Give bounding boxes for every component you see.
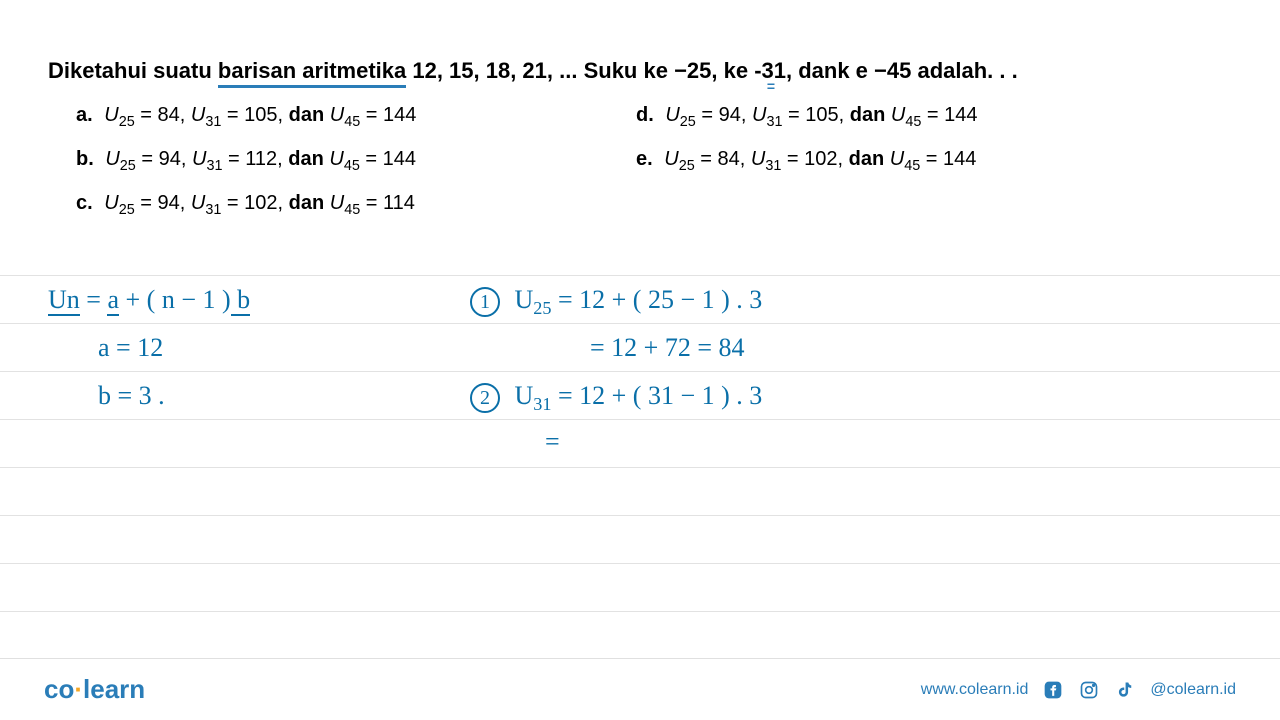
logo-co: co	[44, 674, 74, 704]
opt-e-u31: 102	[804, 148, 837, 170]
q-underlined: barisan aritmetika	[218, 58, 406, 88]
opt-d-u45: 144	[944, 104, 977, 126]
opt-a-u25: 84	[158, 104, 180, 126]
hw-step2-sub: 31	[533, 394, 551, 414]
footer-right: www.colearn.id @colearn.id	[921, 679, 1236, 701]
opt-a-label: a.	[76, 104, 93, 126]
opt-c-label: c.	[76, 192, 93, 214]
q-prefix: Diketahui suatu	[48, 58, 218, 83]
hw-step2-rhs: = 12 + ( 31 − 1 ) . 3	[551, 381, 762, 410]
opt-b-label: b.	[76, 148, 94, 170]
opt-a-u31: 105	[244, 104, 277, 126]
opt-b-u45: 144	[383, 148, 416, 170]
footer-url: www.colearn.id	[921, 681, 1029, 699]
tiktok-icon	[1114, 679, 1136, 701]
rule-line	[0, 563, 1280, 564]
opt-a-dan: dan	[289, 104, 325, 126]
opt-e-dan: dan	[849, 148, 885, 170]
rule-line	[0, 371, 1280, 372]
option-b: b. U25 = 94, U31 = 112, dan U45 = 144	[76, 148, 596, 174]
opt-c-u25: 94	[158, 192, 180, 214]
opt-d-label: d.	[636, 104, 654, 126]
hw-step1-sub: 25	[533, 298, 551, 318]
hw-step1-rhs: = 12 + ( 25 − 1 ) . 3	[551, 285, 762, 314]
opt-b-u25: 94	[159, 148, 181, 170]
q-n2: -31	[754, 58, 786, 83]
opt-c-u45: 114	[383, 192, 415, 214]
hw-step2-cont: =	[545, 427, 560, 457]
facebook-icon	[1042, 679, 1064, 701]
opt-d-u31: 105	[805, 104, 838, 126]
hw-b: b	[231, 285, 251, 316]
opt-e-u25: 84	[718, 148, 740, 170]
footer: co·learn www.colearn.id @colearn.id	[0, 658, 1280, 720]
opt-b-dan: dan	[288, 148, 324, 170]
opt-d-u25: 94	[719, 104, 741, 126]
hw-step1: 1 U25 = 12 + ( 25 − 1 ) . 3	[470, 285, 762, 319]
question-title: Diketahui suatu barisan aritmetika 12, 1…	[48, 58, 1232, 84]
option-e: e. U25 = 84, U31 = 102, dan U45 = 144	[636, 148, 1156, 174]
q-seq: 12, 15, 18, 21, ...	[406, 58, 583, 83]
hw-un: Un	[48, 285, 80, 316]
rule-line	[0, 419, 1280, 420]
rule-line	[0, 323, 1280, 324]
rule-line	[0, 515, 1280, 516]
logo-dot: ·	[74, 674, 83, 704]
hw-step1-line2: = 12 + 72 = 84	[590, 333, 745, 363]
hw-b-val: b = 3 .	[98, 381, 165, 411]
hw-step2-num: 2	[470, 383, 500, 413]
hw-step1-num: 1	[470, 287, 500, 317]
opt-e-u45: 144	[943, 148, 976, 170]
opt-b-u31: 112	[245, 148, 277, 170]
q-suf3: , dank e	[786, 58, 874, 83]
q-suf4: adalah. . .	[911, 58, 1017, 83]
instagram-icon	[1078, 679, 1100, 701]
work-area: Un = a + ( n − 1 ) b a = 12 b = 3 . 1 U2…	[0, 275, 1280, 650]
hw-eq: =	[80, 285, 108, 314]
hw-step2: 2 U31 = 12 + ( 31 − 1 ) . 3	[470, 381, 762, 415]
option-a: a. U25 = 84, U31 = 105, dan U45 = 144	[76, 104, 596, 130]
question-block: Diketahui suatu barisan aritmetika 12, 1…	[0, 0, 1280, 218]
option-c: c. U25 = 94, U31 = 102, dan U45 = 114	[76, 192, 596, 218]
footer-handle: @colearn.id	[1150, 681, 1236, 699]
q-n1: −25	[674, 58, 711, 83]
options-grid: a. U25 = 84, U31 = 105, dan U45 = 144 d.…	[48, 104, 1232, 218]
logo-learn: learn	[83, 674, 145, 704]
q-suf2: , ke	[711, 58, 754, 83]
hw-step2-u: U	[515, 381, 534, 410]
opt-a-u45: 144	[383, 104, 416, 126]
q-n3: −45	[874, 58, 911, 83]
opt-c-dan: dan	[289, 192, 325, 214]
hw-paren: ( n − 1 )	[147, 285, 231, 314]
rule-line	[0, 275, 1280, 276]
rule-line	[0, 611, 1280, 612]
hw-a: a	[107, 285, 119, 316]
rule-line	[0, 467, 1280, 468]
opt-d-dan: dan	[850, 104, 886, 126]
option-d: d. U25 = 94, U31 = 105, dan U45 = 144	[636, 104, 1156, 130]
hw-step1-u: U	[515, 285, 534, 314]
opt-e-label: e.	[636, 148, 653, 170]
hw-a-val: a = 12	[98, 333, 163, 363]
opt-c-u31: 102	[244, 192, 277, 214]
q-suf1: Suku ke	[584, 58, 674, 83]
hw-formula: Un = a + ( n − 1 ) b	[48, 285, 250, 315]
logo: co·learn	[44, 674, 145, 705]
hw-plus: +	[119, 285, 147, 314]
